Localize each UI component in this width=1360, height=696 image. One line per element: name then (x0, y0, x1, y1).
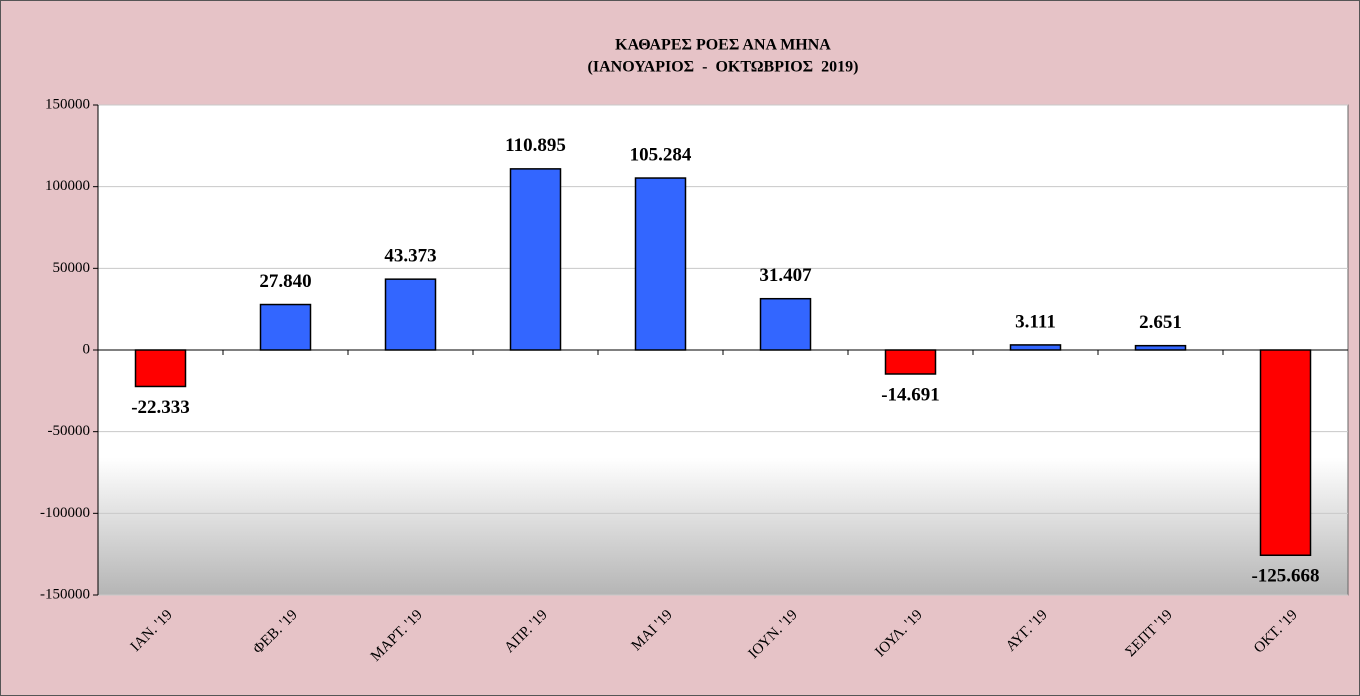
y-tick-label: -50000 (48, 423, 91, 439)
bar (634, 177, 687, 351)
value-label: -125.668 (1251, 566, 1319, 587)
y-tick-label: -150000 (40, 586, 90, 602)
y-tick-label: 0 (83, 341, 91, 357)
value-label: 27.840 (259, 271, 311, 292)
value-label: 31.407 (759, 265, 812, 286)
value-label: -22.333 (131, 397, 190, 418)
value-label: 110.895 (505, 135, 566, 156)
bar (884, 349, 937, 375)
y-tick-label: 100000 (45, 178, 90, 194)
chart-subtitle: (ΙΑΝΟΥΑΡΙΟΣ - ΟΚΤΩΒΡΙΟΣ 2019) (588, 59, 859, 76)
y-tick-label: -100000 (40, 505, 90, 521)
bar (509, 168, 562, 351)
bar (1134, 344, 1187, 351)
bar (759, 297, 812, 351)
bar (384, 278, 437, 351)
bar (1259, 349, 1312, 557)
value-label: 105.284 (630, 144, 692, 165)
value-label: 2.651 (1139, 312, 1182, 333)
y-tick-label: 150000 (45, 96, 90, 112)
bar (134, 349, 187, 388)
value-label: 43.373 (384, 246, 436, 267)
value-label: 3.111 (1015, 311, 1056, 332)
bar (259, 303, 312, 351)
y-tick-label: 50000 (53, 260, 91, 276)
bar (1009, 344, 1062, 351)
value-label: -14.691 (881, 384, 940, 405)
chart-title: ΚΑΘΑΡΕΣ ΡΟΕΣ ΑΝΑ ΜΗΝΑ (615, 37, 831, 54)
